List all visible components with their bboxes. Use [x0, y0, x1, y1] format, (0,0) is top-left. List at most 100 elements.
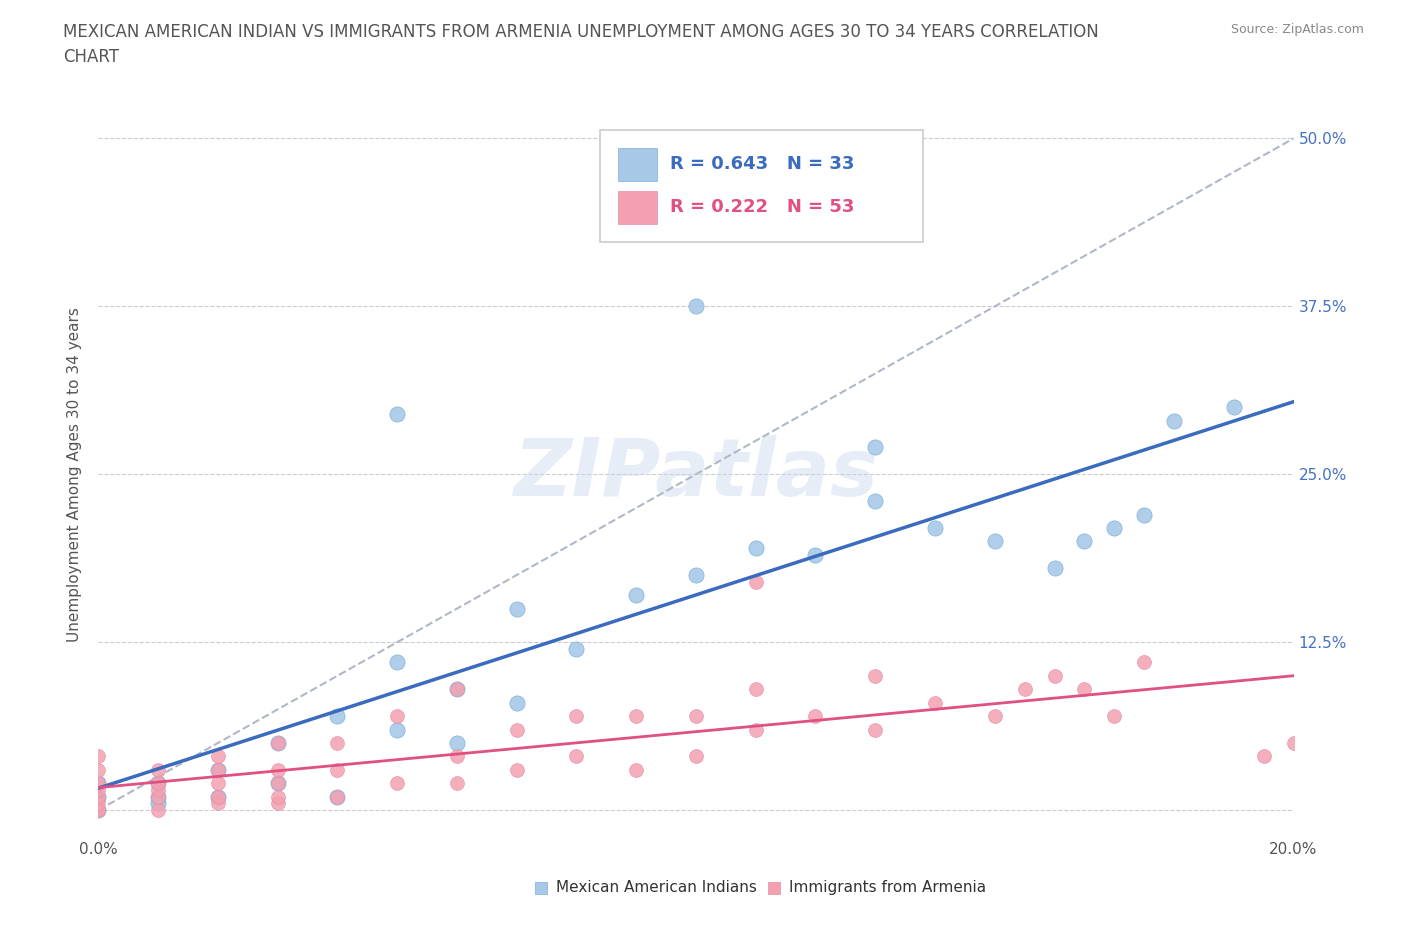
Point	[924, 696, 946, 711]
Point	[804, 548, 827, 563]
Point	[685, 567, 707, 582]
Point	[565, 642, 588, 657]
Point	[148, 763, 170, 777]
Point	[1133, 507, 1156, 522]
Y-axis label: Unemployment Among Ages 30 to 34 years: Unemployment Among Ages 30 to 34 years	[67, 307, 83, 642]
Point	[267, 776, 290, 790]
Point	[267, 736, 290, 751]
Point	[984, 709, 1007, 724]
Point	[87, 763, 110, 777]
Point	[326, 790, 349, 804]
Point	[506, 601, 529, 616]
Text: Source: ZipAtlas.com: Source: ZipAtlas.com	[1230, 23, 1364, 36]
Point	[804, 709, 827, 724]
Point	[267, 796, 290, 811]
Point	[745, 722, 768, 737]
Point	[148, 790, 170, 804]
Point	[148, 790, 170, 804]
Point	[87, 776, 110, 790]
Point	[207, 796, 229, 811]
Point	[506, 763, 529, 777]
Point	[207, 763, 229, 777]
Point	[446, 736, 468, 751]
Text: Immigrants from Armenia: Immigrants from Armenia	[789, 881, 987, 896]
Point	[385, 776, 409, 790]
Point	[506, 722, 529, 737]
Point	[148, 803, 170, 817]
Point	[1104, 521, 1126, 536]
Point	[626, 763, 648, 777]
Point	[326, 736, 349, 751]
Point	[924, 521, 946, 536]
Point	[685, 299, 707, 313]
Point	[267, 776, 290, 790]
Point	[385, 709, 409, 724]
Point	[267, 790, 290, 804]
Point	[267, 763, 290, 777]
Point	[565, 749, 588, 764]
Text: Mexican American Indians: Mexican American Indians	[557, 881, 756, 896]
Bar	[619, 148, 657, 180]
Point	[148, 776, 170, 790]
Point	[267, 736, 290, 751]
FancyBboxPatch shape	[600, 130, 922, 242]
Point	[207, 749, 229, 764]
Point	[1104, 709, 1126, 724]
Point	[1014, 682, 1036, 697]
Point	[446, 682, 468, 697]
Point	[326, 763, 349, 777]
Point	[1223, 400, 1246, 415]
Point	[865, 669, 887, 684]
Point	[87, 796, 110, 811]
Bar	[619, 192, 657, 224]
Text: R = 0.643   N = 33: R = 0.643 N = 33	[669, 154, 853, 173]
Point	[326, 709, 349, 724]
Point	[148, 796, 170, 811]
Point	[745, 575, 768, 590]
Point	[87, 803, 110, 817]
Point	[87, 782, 110, 797]
Point	[148, 782, 170, 797]
Point	[1253, 749, 1275, 764]
Point	[87, 790, 110, 804]
Point	[207, 763, 229, 777]
Point	[87, 776, 110, 790]
Point	[87, 749, 110, 764]
Point	[446, 776, 468, 790]
Point	[1043, 561, 1066, 576]
Point	[865, 494, 887, 509]
Point	[865, 722, 887, 737]
Point	[207, 790, 229, 804]
Point	[984, 534, 1007, 549]
Point	[385, 722, 409, 737]
Point	[506, 696, 529, 711]
Point	[685, 709, 707, 724]
Point	[1163, 413, 1185, 428]
Point	[745, 540, 768, 555]
Point	[87, 803, 110, 817]
Point	[685, 749, 707, 764]
Text: ZIPatlas: ZIPatlas	[513, 435, 879, 513]
Text: R = 0.222   N = 53: R = 0.222 N = 53	[669, 198, 853, 217]
Point	[626, 709, 648, 724]
Point	[385, 406, 409, 421]
Point	[865, 440, 887, 455]
Point	[207, 776, 229, 790]
Point	[1133, 655, 1156, 670]
Point	[446, 749, 468, 764]
Point	[1043, 669, 1066, 684]
Point	[626, 588, 648, 603]
Point	[1073, 682, 1095, 697]
Point	[148, 776, 170, 790]
Text: MEXICAN AMERICAN INDIAN VS IMMIGRANTS FROM ARMENIA UNEMPLOYMENT AMONG AGES 30 TO: MEXICAN AMERICAN INDIAN VS IMMIGRANTS FR…	[63, 23, 1099, 66]
Point	[87, 790, 110, 804]
Point	[745, 682, 768, 697]
Point	[326, 790, 349, 804]
Point	[1282, 736, 1305, 751]
Point	[207, 790, 229, 804]
Point	[565, 709, 588, 724]
Point	[385, 655, 409, 670]
Point	[87, 803, 110, 817]
Point	[446, 682, 468, 697]
Point	[1073, 534, 1095, 549]
